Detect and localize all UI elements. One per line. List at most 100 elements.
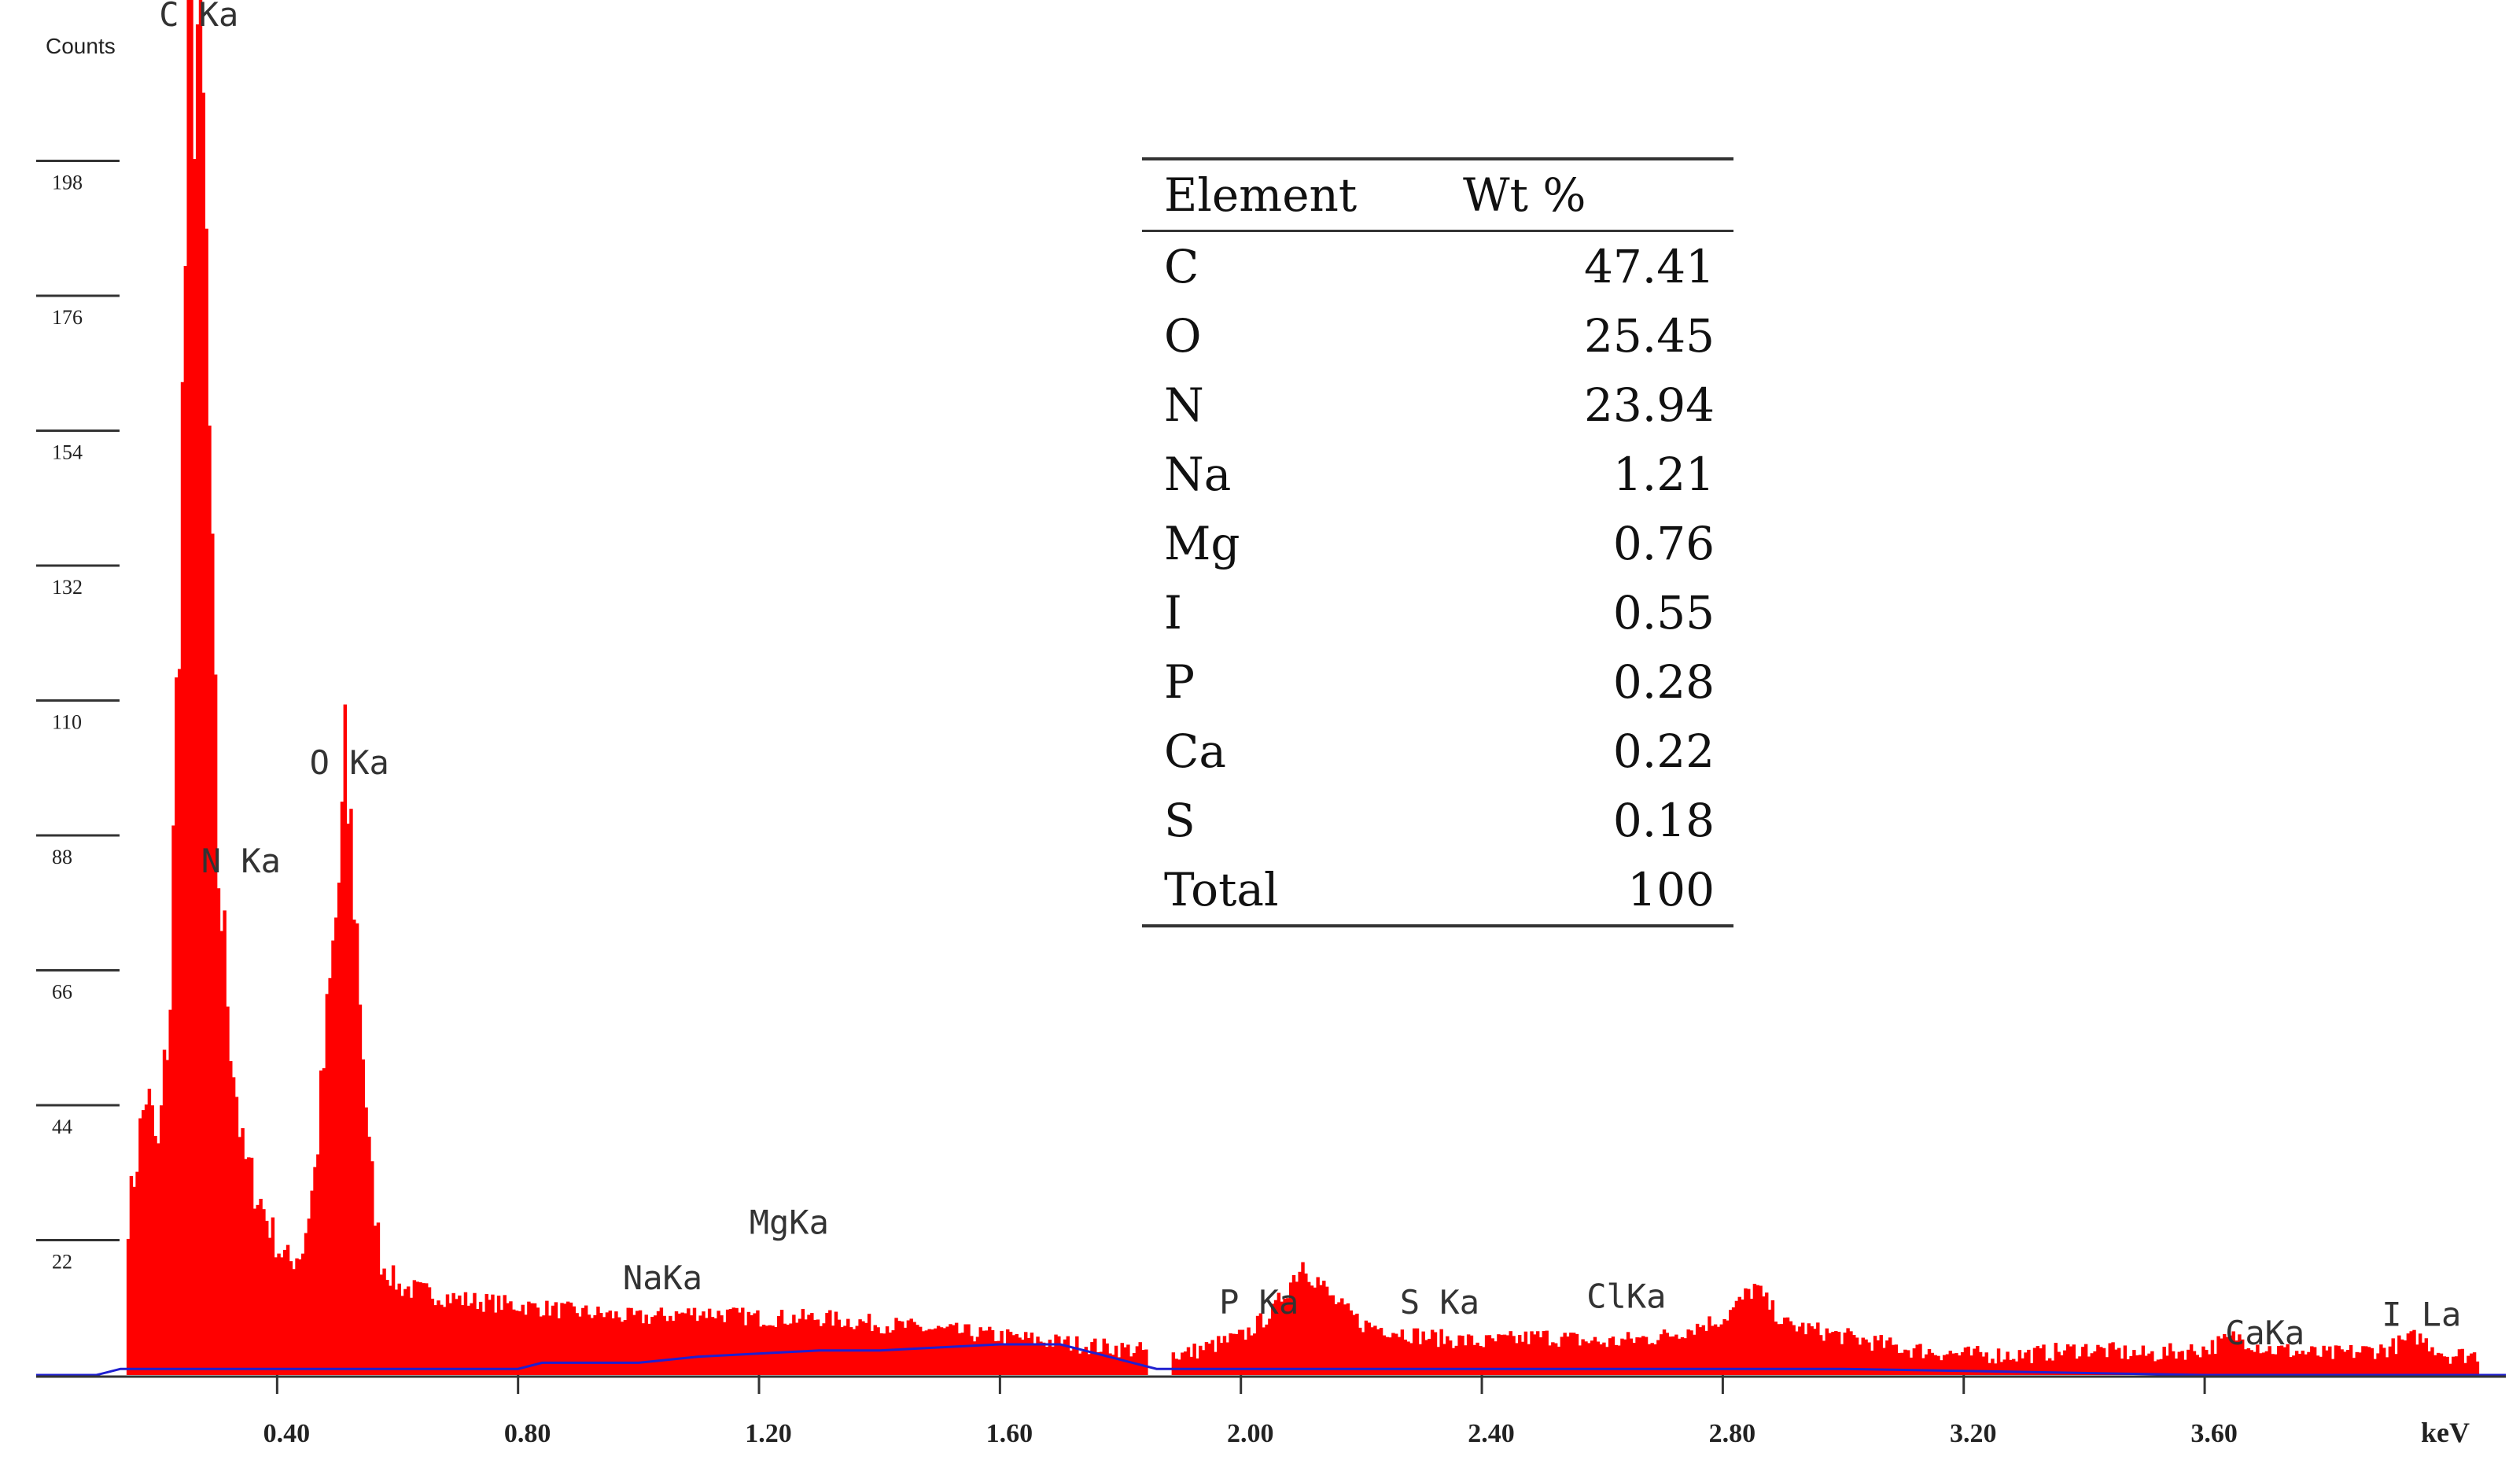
spectrum-bar	[774, 1326, 778, 1375]
spectrum-bar	[1111, 1355, 1115, 1375]
spectrum-bar	[2268, 1346, 2271, 1375]
spectrum-bar	[1849, 1331, 1853, 1375]
spectrum-bar	[545, 1300, 549, 1375]
spectrum-bar	[2352, 1358, 2356, 1375]
spectrum-bar	[897, 1321, 901, 1375]
spectrum-bar	[1081, 1351, 1085, 1375]
spectrum-bar	[1602, 1342, 1606, 1375]
spectrum-bar	[499, 1310, 504, 1375]
spectrum-bar	[581, 1307, 585, 1375]
spectrum-bar	[1584, 1341, 1588, 1375]
spectrum-bar	[1855, 1337, 1859, 1375]
spectrum-bar	[1813, 1329, 1817, 1375]
spectrum-bar	[2406, 1333, 2411, 1375]
spectrum-bar	[644, 1314, 648, 1375]
spectrum-bar	[190, 0, 193, 1375]
spectrum-bar	[1686, 1329, 1690, 1375]
spectrum-bar	[1668, 1336, 1672, 1375]
spectrum-bar	[1225, 1342, 1229, 1375]
spectrum-bar	[2210, 1340, 2215, 1375]
spectrum-bar	[1921, 1358, 1925, 1375]
spectrum-bar	[1018, 1337, 1022, 1375]
spectrum-bar	[1693, 1334, 1697, 1375]
spectrum-bar	[1442, 1344, 1446, 1375]
spectrum-bar	[1479, 1345, 1483, 1375]
spectrum-bar	[741, 1307, 745, 1375]
peak-label: S Ka	[1400, 1283, 1479, 1322]
peak-label: NaKa	[623, 1259, 702, 1297]
table-row: I 0.55	[1142, 578, 1733, 647]
spectrum-bar	[2319, 1356, 2323, 1375]
spectrum-bar	[2397, 1335, 2401, 1375]
spectrum-bar	[1494, 1341, 1498, 1375]
spectrum-bar	[1003, 1344, 1007, 1375]
spectrum-bar	[954, 1322, 959, 1375]
x-tick-label: 3.60	[2190, 1419, 2238, 1448]
spectrum-bar	[1912, 1348, 1917, 1375]
spectrum-bar	[180, 382, 185, 1375]
spectrum-bar	[934, 1328, 938, 1375]
peak-label: N Ka	[201, 842, 281, 880]
spectrum-bar	[2162, 1347, 2166, 1375]
spectrum-bar	[252, 1208, 257, 1375]
spectrum-bar	[894, 1318, 898, 1375]
spectrum-bar	[1653, 1344, 1657, 1375]
table-body: C 47.41 O 25.45 N 23.94 Na 1.21 Mg 0.76 I 0.55 P 0.28…	[1142, 232, 1733, 924]
spectrum-bar	[379, 1274, 383, 1375]
spectrum-bar	[1487, 1335, 1492, 1375]
spectrum-bar	[382, 1268, 386, 1375]
spectrum-bar	[2090, 1353, 2094, 1375]
spectrum-bar	[2312, 1347, 2317, 1375]
spectrum-bar	[325, 994, 330, 1375]
spectrum-bar	[1864, 1339, 1868, 1375]
spectrum-bar	[1759, 1285, 1763, 1375]
spectrum-bar	[2467, 1355, 2470, 1375]
spectrum-bar	[1852, 1335, 1856, 1375]
spectrum-bar	[1518, 1335, 1522, 1375]
spectrum-bar	[1484, 1335, 1489, 1375]
spectrum-bar	[939, 1327, 944, 1375]
spectrum-bar	[1915, 1344, 1919, 1375]
element-cell: I	[1164, 586, 1182, 640]
spectrum-bar	[861, 1321, 865, 1375]
spectrum-bar	[1240, 1329, 1245, 1375]
spectrum-bar	[316, 1154, 320, 1375]
spectrum-bar	[1644, 1336, 1649, 1375]
spectrum-bar	[2415, 1344, 2419, 1375]
wt-percent-cell: 25.45	[1583, 309, 1715, 363]
spectrum-bar	[1996, 1348, 2001, 1375]
spectrum-bar	[2292, 1355, 2296, 1375]
spectrum-bar	[160, 1105, 164, 1375]
spectrum-bar	[213, 674, 218, 1375]
spectrum-bar	[949, 1324, 952, 1375]
spectrum-bar	[1608, 1338, 1612, 1375]
spectrum-bar	[2448, 1363, 2452, 1375]
spectrum-bar	[1301, 1262, 1305, 1375]
spectrum-bar	[1969, 1355, 1973, 1375]
spectrum-bar	[211, 533, 215, 1375]
spectrum-bar	[310, 1190, 314, 1375]
spectrum-bar	[476, 1308, 480, 1375]
spectrum-bar	[1553, 1343, 1558, 1375]
spectrum-bar	[2045, 1360, 2049, 1375]
spectrum-bar	[1457, 1335, 1461, 1375]
spectrum-bar	[1677, 1338, 1682, 1375]
spectrum-bar	[779, 1310, 784, 1375]
spectrum-bar	[1722, 1318, 1726, 1375]
spectrum-bar	[1099, 1351, 1103, 1375]
spectrum-bar	[1084, 1347, 1089, 1375]
spectrum-bar	[1903, 1349, 1907, 1375]
spectrum-bar	[2427, 1351, 2431, 1375]
spectrum-bar	[1846, 1328, 1850, 1375]
spectrum-bar	[2433, 1355, 2437, 1375]
spectrum-bar	[1370, 1327, 1374, 1375]
table-top-rule	[1142, 157, 1733, 160]
spectrum-bar	[695, 1321, 700, 1375]
spectrum-bar	[1288, 1282, 1293, 1375]
spectrum-bar	[1942, 1355, 1947, 1375]
spectrum-bar	[1984, 1352, 1988, 1375]
spectrum-bar	[313, 1167, 317, 1375]
spectrum-bar	[1680, 1336, 1685, 1375]
spectrum-bar	[2286, 1344, 2290, 1375]
spectrum-bar	[1620, 1338, 1624, 1375]
